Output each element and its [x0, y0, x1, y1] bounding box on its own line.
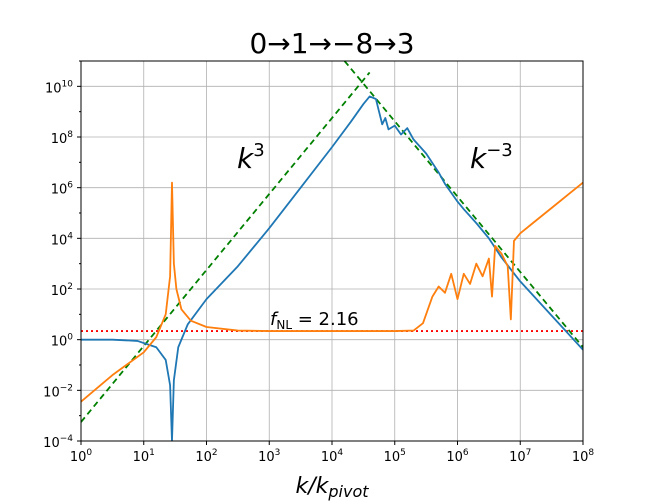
y-tick-label: 10−4 — [43, 434, 73, 451]
x-tick-label: 108 — [572, 448, 595, 465]
y-tick-label: 102 — [51, 282, 73, 299]
y-tick-label: 10−2 — [43, 383, 73, 400]
x-tick-label: 105 — [384, 448, 406, 465]
x-tick-label: 107 — [509, 448, 531, 465]
x-tick-label: 100 — [70, 448, 93, 465]
k3-annotation: k3 — [237, 140, 265, 175]
chart-title: 0→1→−8→3 — [249, 27, 414, 60]
x-tick-label: 106 — [446, 448, 469, 465]
x-tick-label: 101 — [133, 448, 155, 465]
x-axis-label: k/kpivot — [295, 474, 369, 501]
series-line-0 — [81, 95, 583, 441]
y-tick-label: 100 — [51, 333, 74, 350]
series-line-1 — [81, 181, 583, 403]
y-tick-label: 108 — [51, 130, 74, 147]
x-tick-label: 104 — [321, 448, 344, 465]
series-line-3 — [343, 61, 583, 348]
y-tick-label: 104 — [51, 231, 74, 248]
fnl-annotation: fNL = 2.16 — [270, 309, 359, 332]
x-tick-label: 102 — [195, 448, 217, 465]
y-tick-label: 1010 — [45, 79, 73, 96]
series-layer — [81, 61, 583, 441]
x-tick-label: 103 — [258, 448, 280, 465]
tick-layer: 100 101 102 103 104 105 106 107 108 10−4 10−2 100 10… — [43, 60, 595, 465]
k-minus3-annotation: k−3 — [470, 140, 513, 175]
y-tick-label: 106 — [51, 181, 74, 198]
